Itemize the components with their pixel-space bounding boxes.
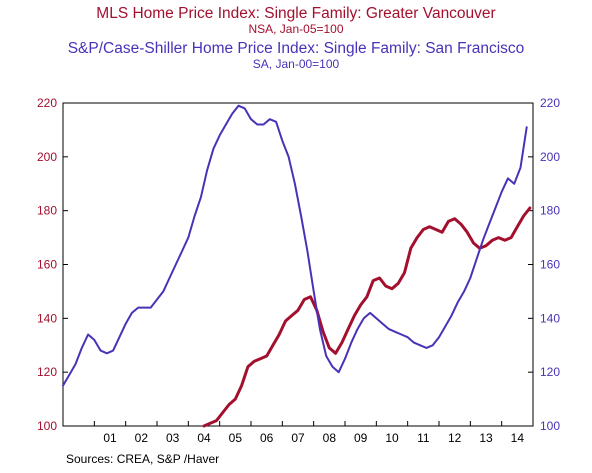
- y-tick-label-left: 160: [37, 258, 57, 272]
- y-tick-label-right: 120: [540, 365, 560, 379]
- x-tick-label: 08: [323, 431, 337, 445]
- series-line-san-francisco: [62, 104, 528, 387]
- y-tick-label-left: 200: [37, 150, 57, 164]
- x-tick-label: 05: [229, 431, 243, 445]
- y-tick-label-right: 220: [540, 96, 560, 110]
- y-tick-label-right: 100: [540, 419, 560, 433]
- x-tick-label: 07: [291, 431, 305, 445]
- y-tick-label-left: 220: [37, 96, 57, 110]
- y-tick-label-right: 180: [540, 204, 560, 218]
- y-tick-label-right: 160: [540, 258, 560, 272]
- y-tick-label-left: 140: [37, 311, 57, 325]
- x-tick-label: 09: [354, 431, 368, 445]
- series-line-vancouver: [202, 206, 532, 428]
- x-tick-label: 03: [166, 431, 180, 445]
- chart-subtitle: NSA, Jan-05=100: [248, 22, 344, 36]
- y-tick-label-left: 100: [37, 419, 57, 433]
- x-tick-label: 14: [511, 431, 525, 445]
- plot-frame: [62, 102, 534, 427]
- x-tick-label: 11: [417, 431, 430, 445]
- y-tick-label-left: 120: [37, 365, 57, 379]
- x-tick-label: 01: [103, 431, 117, 445]
- x-tick-label: 02: [135, 431, 149, 445]
- y-tick-label-right: 140: [540, 311, 560, 325]
- chart-title-2: S&P/Case-Shiller Home Price Index: Singl…: [67, 40, 525, 57]
- source-note: Sources: CREA, S&P /Haver: [66, 452, 220, 466]
- chart-title: MLS Home Price Index: Single Family: Gre…: [96, 5, 496, 22]
- x-tick-label: 06: [260, 431, 274, 445]
- x-tick-label: 10: [385, 431, 399, 445]
- x-tick-label: 13: [479, 431, 493, 445]
- x-tick-label: 04: [197, 431, 211, 445]
- y-tick-label-right: 200: [540, 150, 560, 164]
- y-tick-label-left: 180: [37, 204, 57, 218]
- x-tick-label: 12: [448, 431, 462, 445]
- chart-subtitle-2: SA, Jan-00=100: [252, 57, 340, 71]
